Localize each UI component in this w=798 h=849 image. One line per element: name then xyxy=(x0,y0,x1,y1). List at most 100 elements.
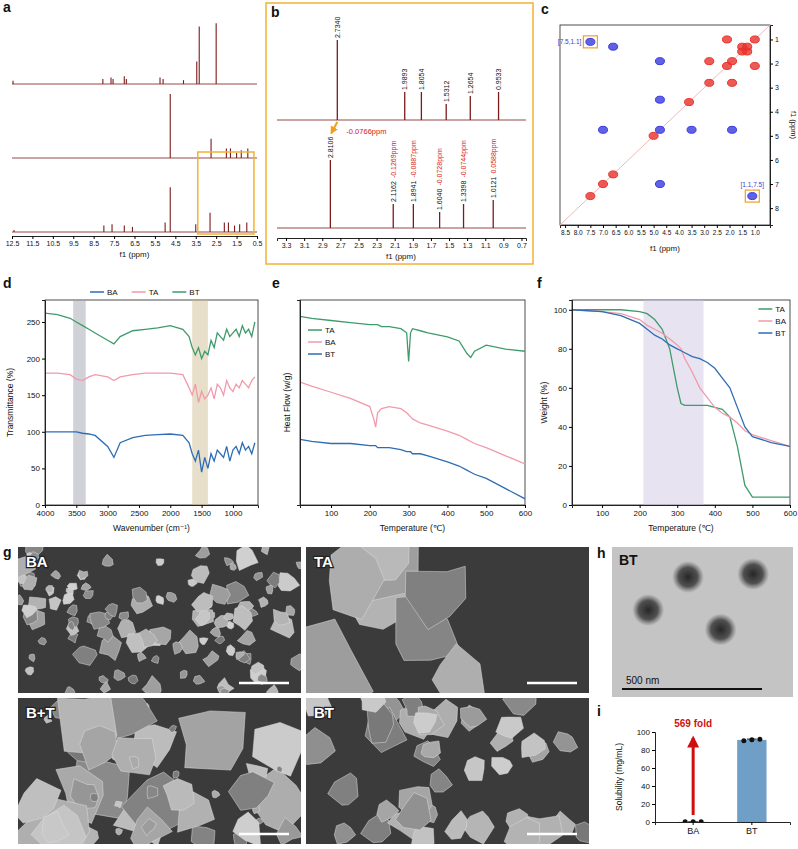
tick-mark xyxy=(770,208,773,209)
particle xyxy=(116,828,123,835)
tick: 100 xyxy=(554,306,572,315)
tick: 8.5 xyxy=(561,225,570,236)
tick: 7.5 xyxy=(586,225,595,236)
point xyxy=(741,738,746,743)
particle xyxy=(226,645,235,656)
peak-label: 1.3398 xyxy=(460,180,467,202)
scale-bar xyxy=(239,833,289,836)
line xyxy=(572,310,790,447)
fold-arrow xyxy=(692,738,695,815)
shift-label: -0.1269ppm xyxy=(390,141,398,179)
tick-label: 400 xyxy=(709,509,723,518)
tick-label: 3.3 xyxy=(282,242,292,249)
tick-mark xyxy=(603,225,604,228)
panel-letter: f xyxy=(537,275,542,291)
tick-label: 8.5 xyxy=(89,240,99,247)
tick-mark xyxy=(42,359,45,360)
tick-mark xyxy=(652,786,655,787)
nanoparticle xyxy=(672,561,704,593)
particle xyxy=(90,794,98,802)
tick: 200 xyxy=(633,505,647,518)
peak xyxy=(103,226,104,232)
particle xyxy=(254,573,263,581)
particle xyxy=(278,573,299,591)
particle xyxy=(405,566,465,629)
tick-mark xyxy=(175,236,176,239)
baseline xyxy=(277,228,526,229)
tick: 10.5 xyxy=(47,236,61,247)
tick-mark xyxy=(770,136,773,137)
image-content xyxy=(18,698,301,844)
tick-label: 1000 xyxy=(225,509,243,518)
peak-label: 1.8054 xyxy=(418,68,425,90)
tick: 9.5 xyxy=(69,236,79,247)
tick-mark xyxy=(752,505,753,508)
particle xyxy=(414,713,437,733)
tick: 5 xyxy=(770,133,779,140)
tick-label: 2500 xyxy=(131,509,149,518)
tick-mark xyxy=(521,238,522,241)
particle xyxy=(156,595,164,604)
line xyxy=(45,313,255,358)
tick: 300 xyxy=(671,505,685,518)
tick: 5.0 xyxy=(650,225,659,236)
cross-peak xyxy=(687,126,696,133)
tick: 400 xyxy=(709,505,723,518)
tick-label: 2.5 xyxy=(212,240,222,247)
particle xyxy=(173,642,183,654)
tick: 1500 xyxy=(193,505,211,518)
peak xyxy=(224,222,225,232)
image-content xyxy=(18,547,301,693)
tick-label: 1.1 xyxy=(481,242,491,249)
tick-mark xyxy=(358,238,359,241)
tick: 1.9 xyxy=(408,238,418,249)
axis: 050100150200250 xyxy=(27,301,46,511)
scale-label: 500 nm xyxy=(626,675,659,686)
peak xyxy=(247,148,248,158)
bar xyxy=(737,740,766,822)
tick-mark xyxy=(770,112,773,113)
particle xyxy=(220,688,229,693)
tick: 100 xyxy=(27,428,45,437)
tick-label: 3500 xyxy=(68,509,86,518)
tick: 4 xyxy=(770,108,779,115)
tick-label: 300 xyxy=(402,509,416,518)
tick: 1.7 xyxy=(427,238,437,249)
panel-i: 020406080100BABTSolubility (mg/mL)569 fo… xyxy=(614,718,791,836)
particle xyxy=(503,698,537,715)
peak xyxy=(211,139,212,158)
cross-peak xyxy=(685,99,694,106)
tick-mark xyxy=(652,768,655,769)
sem-image: BA xyxy=(13,536,306,698)
axis-title: Temperature (℃) xyxy=(648,523,713,533)
axis: 12.511.510.59.58.57.56.55.54.53.52.51.50… xyxy=(6,236,263,247)
tick: 1 xyxy=(770,36,779,43)
shift-label: -0.0744ppm xyxy=(460,140,468,178)
plot-frame xyxy=(300,300,525,505)
particle xyxy=(142,676,161,693)
tick-label: 100 xyxy=(596,509,610,518)
axis-title: Weight (%) xyxy=(539,381,549,423)
tick-label: 40 xyxy=(641,782,650,791)
particle xyxy=(191,826,215,844)
tick-mark xyxy=(770,88,773,89)
particle xyxy=(233,812,261,844)
tick-label: 20 xyxy=(641,800,650,809)
particle xyxy=(266,585,273,594)
panel-a: 12.511.510.59.58.57.56.55.54.53.52.51.50… xyxy=(6,23,263,259)
peak xyxy=(404,92,405,120)
cross-peak xyxy=(655,126,664,133)
particle xyxy=(192,592,213,611)
particle xyxy=(306,619,373,693)
annotation-box xyxy=(583,36,597,48)
particle xyxy=(29,654,35,662)
tick-mark xyxy=(717,225,718,228)
tick-label: 2.5 xyxy=(713,229,722,236)
peak xyxy=(13,230,14,232)
particle xyxy=(377,800,399,822)
tick: 8 xyxy=(770,205,779,212)
peak-label: 1.6040 xyxy=(436,188,443,210)
legend-label: BA xyxy=(775,317,786,326)
tick-label: 3.5 xyxy=(688,229,697,236)
peak xyxy=(110,78,111,84)
